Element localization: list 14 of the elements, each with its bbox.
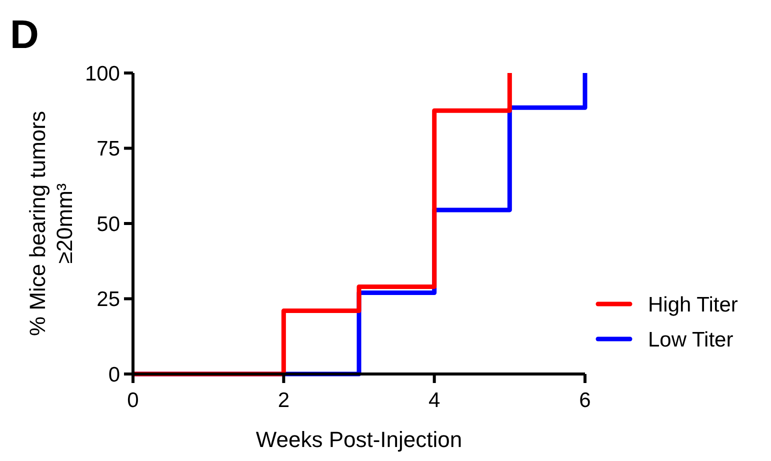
y-tick-label: 100 bbox=[84, 62, 120, 86]
x-tick-label: 2 bbox=[278, 389, 290, 412]
y-tick-label: 75 bbox=[96, 138, 120, 161]
x-tick-label: 6 bbox=[579, 389, 591, 412]
x-tick-label: 0 bbox=[127, 389, 139, 412]
x-axis-title: Weeks Post-Injection bbox=[256, 427, 462, 452]
legend-label: Low Titer bbox=[648, 328, 734, 352]
y-tick-label: 25 bbox=[96, 288, 120, 312]
text: D bbox=[10, 13, 39, 57]
y-axis-title: % Mice bearing tumors ≥20mm³ bbox=[25, 111, 77, 336]
y-tick-label: 50 bbox=[96, 212, 120, 236]
x-tick-label: 4 bbox=[428, 389, 440, 412]
y-tick-label: 0 bbox=[108, 363, 120, 386]
legend-label: High Titer bbox=[648, 293, 738, 316]
